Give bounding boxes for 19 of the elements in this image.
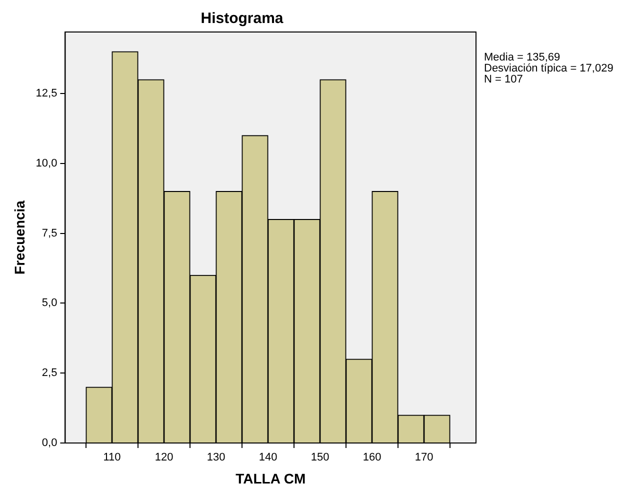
text: Media = 135,69 (484, 52, 560, 64)
x-axis-title: TALLA CM (236, 470, 306, 486)
x-tick-label: 160 (362, 452, 382, 464)
x-tick-label: 140 (258, 452, 278, 464)
x-tick-label: 110 (103, 452, 121, 464)
y-tick-label: 5,0 (42, 297, 58, 310)
x-tick-label: 170 (414, 452, 434, 464)
x-tick-label: 130 (206, 452, 226, 464)
y-tick-label: 7,5 (42, 227, 58, 240)
text: Desviación típica = 17,029 (484, 62, 614, 75)
y-tick-label: 0,0 (42, 437, 58, 450)
x-tick-label: 150 (310, 452, 330, 464)
y-axis-title: Frecuencia (11, 200, 28, 274)
x-tick-label: 120 (154, 452, 174, 464)
y-tick-label: 2,5 (42, 367, 58, 380)
chart-title: Histograma (200, 10, 284, 28)
y-tick-label: 10,0 (36, 157, 58, 170)
y-tick-label: 12,5 (36, 88, 58, 100)
text: N = 107 (484, 74, 523, 86)
